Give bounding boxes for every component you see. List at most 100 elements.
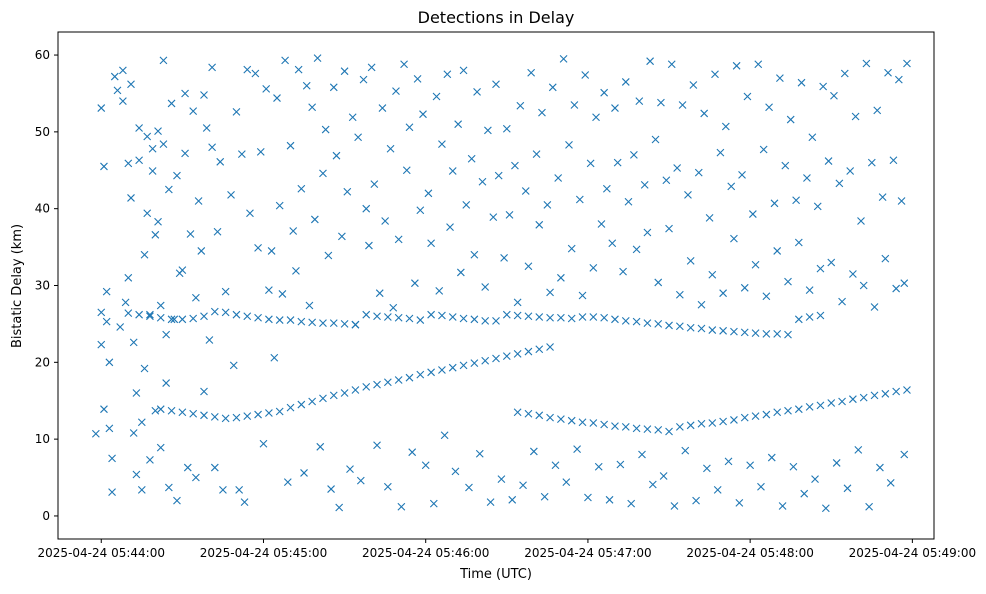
detection-marker: [329, 319, 338, 328]
detection-marker: [816, 264, 825, 273]
detection-marker: [105, 424, 114, 433]
detection-marker: [124, 273, 133, 282]
y-tick-label: 10: [35, 432, 50, 446]
detection-marker: [632, 245, 641, 254]
detection-marker: [538, 108, 546, 117]
detection-marker: [889, 156, 898, 165]
detection-marker: [348, 113, 357, 122]
detection-marker: [265, 315, 273, 324]
detection-marker: [394, 235, 403, 244]
detection-marker: [232, 310, 241, 319]
detection-marker: [897, 197, 906, 205]
detection-marker: [586, 159, 595, 168]
detection-marker: [127, 194, 135, 202]
detection-marker: [878, 193, 887, 202]
detection-marker: [867, 158, 876, 167]
detection-marker: [100, 405, 108, 414]
detection-marker: [200, 387, 208, 396]
detection-marker: [803, 174, 811, 182]
x-tick-label: 2025-04-24 05:44:00: [38, 546, 165, 560]
detection-marker: [621, 78, 630, 86]
detection-marker: [297, 400, 306, 409]
detection-marker: [794, 405, 803, 414]
detection-marker: [192, 473, 200, 482]
detection-marker: [327, 485, 335, 493]
detection-marker: [832, 459, 841, 467]
detection-marker: [570, 101, 579, 109]
detection-marker: [432, 92, 441, 101]
detection-marker: [205, 336, 214, 344]
detection-marker: [286, 141, 295, 150]
detection-marker: [221, 414, 230, 423]
detection-marker: [665, 427, 673, 436]
detection-marker: [365, 241, 373, 250]
detection-marker: [713, 485, 722, 494]
detection-marker: [524, 262, 533, 271]
detection-marker: [308, 397, 317, 406]
detection-marker: [657, 98, 665, 107]
detection-marker: [243, 412, 252, 420]
detection-marker: [648, 480, 657, 489]
detection-marker: [135, 124, 143, 132]
detection-marker: [394, 313, 403, 322]
detection-marker: [735, 499, 744, 507]
detection-marker: [743, 92, 752, 101]
detection-marker: [127, 80, 135, 89]
detection-marker: [386, 144, 395, 153]
detection-marker: [678, 101, 687, 109]
detection-marker: [557, 313, 565, 322]
detection-marker: [535, 345, 544, 354]
detection-marker: [254, 410, 262, 419]
detection-marker: [200, 312, 208, 321]
detection-marker: [167, 406, 176, 415]
detection-marker: [686, 421, 695, 430]
detection-marker: [321, 125, 330, 134]
detection-marker: [597, 220, 606, 228]
detection-marker: [124, 309, 133, 318]
detection-marker: [381, 217, 390, 225]
y-axis-label: Bistatic Delay (km): [10, 224, 25, 348]
detection-marker: [132, 470, 141, 479]
detection-marker: [413, 74, 422, 83]
detection-marker: [578, 291, 587, 300]
detection-marker: [154, 217, 162, 226]
detection-marker: [265, 286, 273, 294]
y-tick-label: 50: [35, 125, 50, 139]
detection-marker: [340, 389, 349, 397]
detection-marker: [373, 441, 381, 450]
detection-marker: [708, 270, 717, 279]
detection-marker: [600, 420, 609, 429]
detection-marker: [329, 83, 338, 92]
detection-marker: [110, 72, 119, 81]
detection-marker: [643, 228, 652, 237]
detection-marker: [148, 167, 157, 175]
detection-marker: [100, 162, 108, 171]
detection-marker: [554, 174, 563, 182]
detection-marker: [681, 446, 690, 455]
detection-marker: [97, 340, 106, 349]
detection-marker: [800, 489, 809, 498]
detection-marker: [546, 288, 554, 297]
detection-marker: [300, 469, 308, 477]
detection-marker: [297, 317, 306, 326]
marker-layer: [91, 54, 911, 513]
detection-marker: [265, 409, 273, 417]
detection-marker: [740, 283, 749, 292]
detection-marker: [405, 314, 414, 323]
detection-marker: [262, 84, 271, 93]
detection-marker: [313, 54, 322, 63]
detection-marker: [151, 406, 160, 415]
detection-marker: [419, 110, 427, 119]
detection-marker: [367, 63, 376, 72]
detection-marker: [765, 103, 773, 112]
detection-marker: [281, 56, 289, 65]
detection-marker: [686, 257, 695, 265]
detection-marker: [492, 354, 500, 363]
detection-marker: [532, 150, 541, 159]
detection-marker: [400, 60, 408, 69]
detection-marker: [146, 310, 154, 319]
detection-marker: [740, 413, 749, 422]
detection-marker: [256, 147, 265, 156]
